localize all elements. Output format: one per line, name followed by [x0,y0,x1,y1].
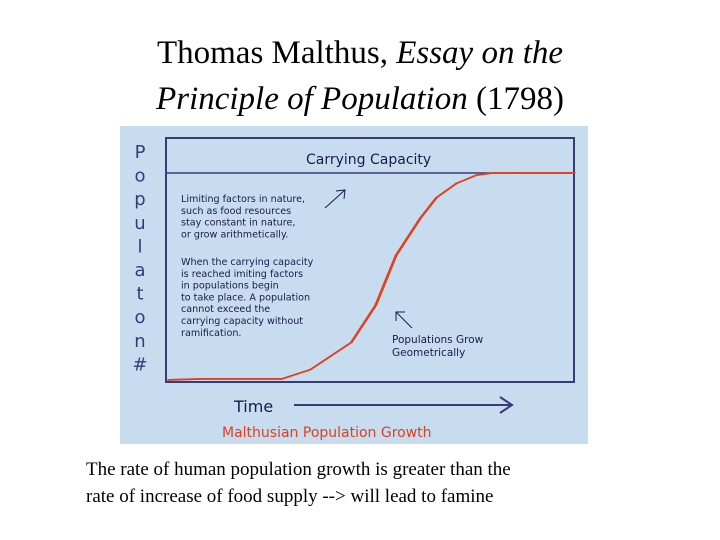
y-axis-letter: p [134,189,145,210]
arrow-to-curve [395,311,413,329]
curve-point [349,341,352,344]
title-line-1: Thomas Malthus, Essay on the [0,30,720,76]
annotation-line: is reached imiting factors [181,269,303,280]
x-axis-label: Time [233,397,273,416]
annotation-line: Geometrically [392,347,465,359]
annotation-line: such as food resources [181,206,291,217]
title-italic-text-2: Principle of Population [156,81,468,117]
y-axis-letter: a [134,260,145,281]
arrow-to-capacity [324,189,346,209]
annotation-line: When the carrying capacity [181,257,314,268]
title-italic-text: Essay on the [396,35,564,71]
slide-title: Thomas Malthus, Essay on the Principle o… [0,30,720,122]
annotation-line: ramification. [181,328,241,339]
annotation-line: Limiting factors in nature, [181,194,305,205]
annotation-line: or grow arithmetically. [181,229,288,240]
y-axis-letter: o [134,307,145,328]
curve-point [309,368,311,371]
curve-point [491,172,494,174]
curve-point [418,217,421,220]
arrow-to-capacity-head [335,189,346,200]
curve-point [199,378,202,380]
annotation-line: stay constant in nature, [181,218,295,229]
annotation-limiting-factors: Limiting factors in nature,such as food … [181,194,305,240]
y-axis-letter: n [134,331,145,352]
population-curve-shadow [169,171,576,381]
curve-point [573,172,575,174]
chart-title: Malthusian Population Growth [222,425,432,441]
annotation-line: carrying capacity without [181,316,303,327]
chart-panel [120,126,588,444]
time-arrow-head [499,396,514,414]
curve-point [516,172,519,174]
curve-point [475,174,478,176]
y-axis-letter: # [132,354,147,375]
annotation-line: Populations Grow [392,334,484,346]
curve-point [280,378,283,380]
y-axis-letter: l [137,236,142,257]
caption-line-1: The rate of human population growth is g… [86,459,511,480]
y-axis-letter: P [135,142,146,163]
population-curve-series [167,171,576,381]
annotation-line: to take place. A population [181,292,310,303]
y-axis-letter: o [134,166,145,187]
y-axis-letter: u [134,213,145,234]
carrying-capacity-label: Carrying Capacity [306,152,431,168]
title-text: Thomas Malthus, [156,35,397,71]
curve-point [167,379,169,381]
caption-line-2: rate of increase of food supply --> will… [86,486,494,507]
plot-frame [165,137,575,383]
curve-point [394,254,397,257]
title-line-2: Principle of Population (1798) [0,76,720,122]
arrow-to-curve-head [395,311,405,321]
curve-point [374,304,376,307]
title-year: (1798) [467,81,564,117]
curve-point [435,196,437,199]
annotation-line: cannot exceed the [181,304,270,315]
curve-point [455,182,458,185]
annotation-line: in populations begin [181,281,279,292]
caption: The rate of human population growth is g… [86,456,646,510]
y-axis-letter: t [136,284,143,305]
